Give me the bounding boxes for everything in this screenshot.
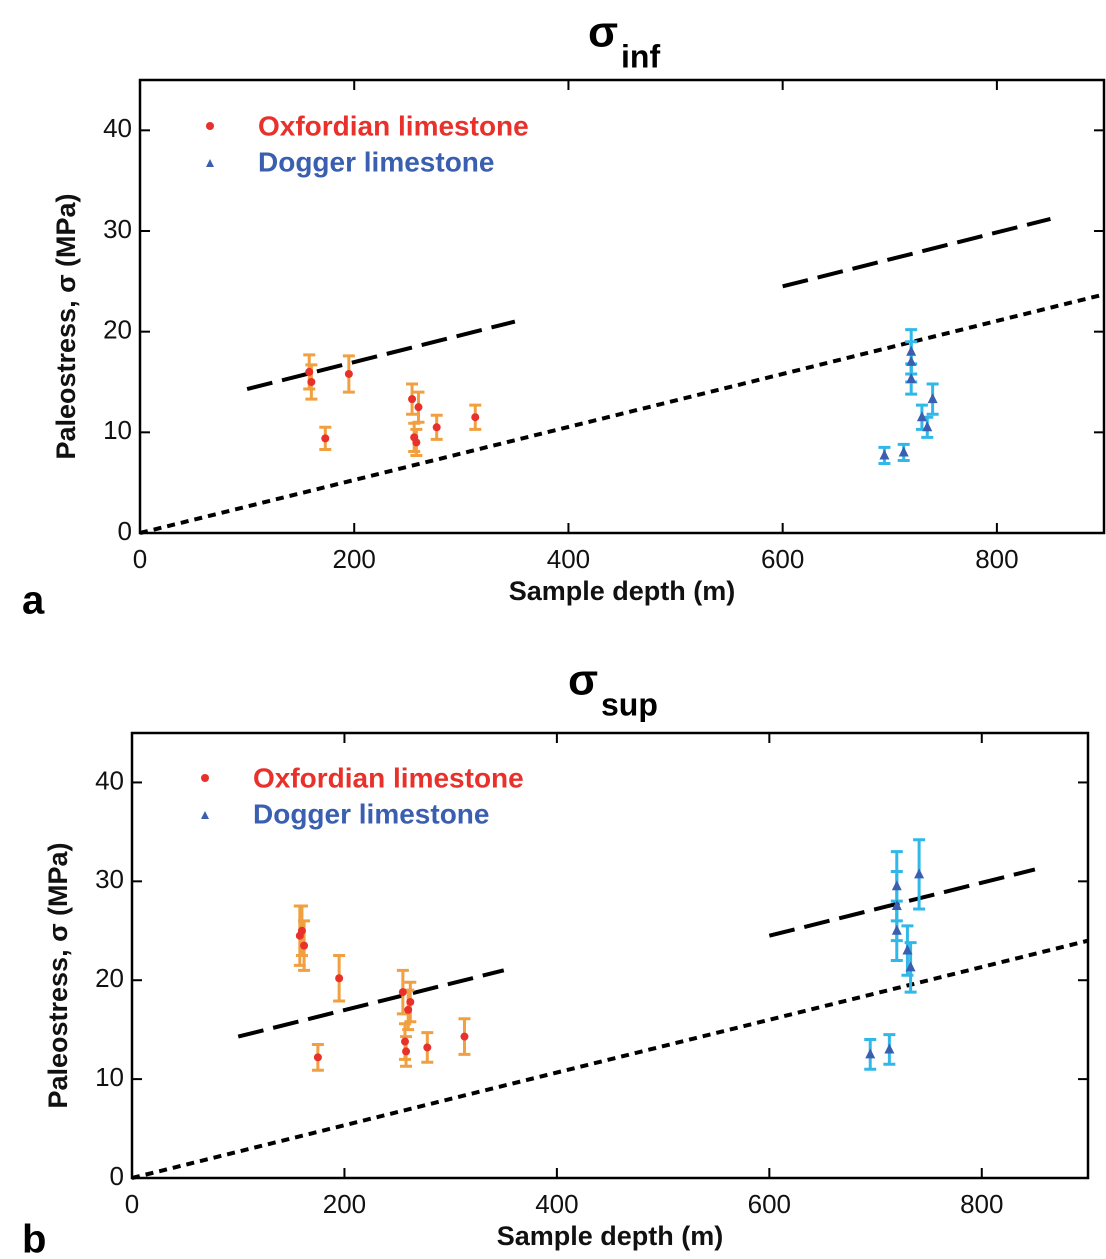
y-tick-label: 40 <box>95 765 124 795</box>
reference-line <box>782 216 1051 289</box>
y-axis-label: Paleostress, σ (MPa) <box>43 842 73 1108</box>
reference-line <box>246 319 516 391</box>
point <box>398 988 407 997</box>
chart-title-subscript: inf <box>621 38 660 74</box>
x-tick-label: 600 <box>761 544 804 574</box>
legend-label: Dogger limestone <box>253 798 489 829</box>
y-tick-label: 10 <box>95 1062 124 1092</box>
point <box>297 926 306 935</box>
legend-label: Oxfordian limestone <box>253 762 524 793</box>
point <box>300 941 309 950</box>
point <box>891 900 902 911</box>
y-tick-label: 40 <box>103 113 132 143</box>
x-tick-label: 800 <box>960 1189 1003 1219</box>
legend-marker <box>206 122 214 130</box>
point <box>927 393 938 404</box>
x-tick-label: 0 <box>125 1189 139 1219</box>
point <box>914 868 925 879</box>
point <box>902 944 913 955</box>
chart-title-subscript: sup <box>601 686 658 722</box>
point <box>922 421 933 432</box>
point <box>898 446 909 457</box>
legend-label: Oxfordian limestone <box>258 110 529 141</box>
point <box>891 924 902 935</box>
x-tick-label: 600 <box>748 1189 791 1219</box>
point <box>406 997 415 1006</box>
x-tick-label: 200 <box>333 544 376 574</box>
legend-marker <box>206 159 214 167</box>
panel-label: a <box>22 579 45 623</box>
y-tick-label: 20 <box>103 315 132 345</box>
point <box>400 1037 409 1046</box>
point <box>471 413 480 422</box>
point <box>906 345 917 356</box>
y-tick-label: 0 <box>110 1161 124 1191</box>
point <box>916 411 927 422</box>
point <box>408 395 417 404</box>
y-tick-label: 0 <box>118 516 132 546</box>
point <box>412 438 421 447</box>
point <box>404 1005 413 1014</box>
panel: σ sup b 0 200 400 600 800 0 10 20 30 40 Sample depth … <box>22 656 1090 1259</box>
reference-line <box>131 938 1089 1180</box>
point <box>402 1047 411 1056</box>
point <box>906 372 917 383</box>
y-axis-label: Paleostress, σ (MPa) <box>51 193 81 459</box>
y-tick-label: 30 <box>95 864 124 894</box>
reference-line <box>237 968 505 1039</box>
point <box>891 880 902 891</box>
reference-line <box>768 867 1036 938</box>
legend-marker <box>201 774 209 782</box>
point <box>879 449 890 460</box>
y-tick-label: 20 <box>95 963 124 993</box>
x-tick-label: 400 <box>547 544 590 574</box>
point <box>335 974 344 983</box>
plot-frame <box>130 731 1090 1180</box>
x-tick-label: 800 <box>975 544 1018 574</box>
point <box>313 1053 322 1062</box>
x-tick-label: 400 <box>535 1189 578 1219</box>
panel-label: b <box>22 1218 46 1259</box>
legend-marker <box>201 811 209 819</box>
x-axis-label: Sample depth (m) <box>509 576 736 606</box>
point <box>305 367 314 376</box>
point <box>460 1032 469 1041</box>
point <box>906 355 917 366</box>
y-tick-label: 30 <box>103 214 132 244</box>
x-tick-label: 200 <box>323 1189 366 1219</box>
point <box>414 403 423 412</box>
x-axis-label: Sample depth (m) <box>497 1221 724 1251</box>
point <box>344 369 353 378</box>
chart-title: σ <box>588 8 618 57</box>
x-tick-label: 0 <box>133 544 147 574</box>
chart-title: σ <box>568 656 598 705</box>
point <box>321 434 330 443</box>
point <box>432 423 441 432</box>
legend-label: Dogger limestone <box>258 146 494 177</box>
point <box>884 1043 895 1054</box>
point <box>423 1043 432 1052</box>
panel: σ inf a 0 200 400 600 800 0 10 20 30 40 Sample depth … <box>22 8 1106 623</box>
point <box>307 378 316 386</box>
y-tick-label: 10 <box>103 415 132 445</box>
point <box>865 1048 876 1059</box>
plot-frame <box>138 78 1106 535</box>
point <box>905 961 916 972</box>
reference-line <box>139 292 1105 535</box>
